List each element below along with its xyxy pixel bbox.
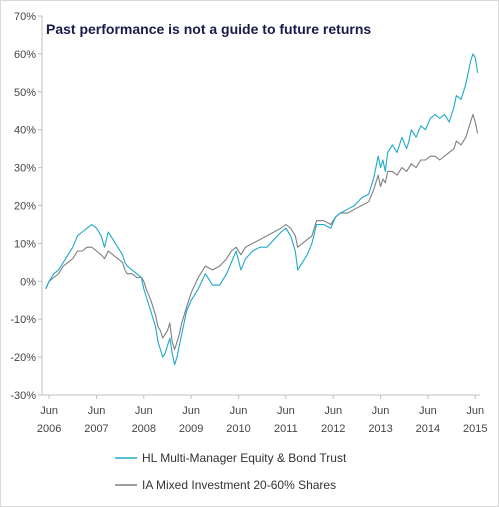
series-line-hl-multi-manager — [45, 53, 479, 366]
x-tick-month-label: Jun — [277, 405, 295, 417]
x-tick-year-label: 2013 — [368, 423, 392, 435]
chart-title: Past performance is not a guide to futur… — [46, 21, 371, 37]
y-tick-label: 20% — [14, 201, 36, 213]
x-tick-month-label: Jun — [372, 405, 390, 417]
x-tick-year-label: 2014 — [416, 423, 440, 435]
x-tick-month-label: Jun — [182, 405, 200, 417]
x-tick-month-label: Jun — [230, 405, 248, 417]
x-tick-year-label: 2007 — [84, 423, 108, 435]
legend-label: IA Mixed Investment 20-60% Shares — [142, 478, 336, 492]
y-tick-label: -10% — [10, 314, 36, 326]
legend-label: HL Multi-Manager Equity & Bond Trust — [142, 451, 347, 465]
y-tick-label: 40% — [14, 125, 36, 137]
y-tick-label: 30% — [14, 163, 36, 175]
x-axis-ticks: Jun 2006 Jun 2007 Jun 2008 Jun 2009 Jun 2010 Jun 20… — [37, 395, 488, 435]
y-tick-label: 0% — [20, 276, 36, 288]
y-tick-label: 70% — [14, 11, 36, 23]
y-tick-label: -30% — [10, 390, 36, 402]
x-tick-year-label: 2010 — [226, 423, 250, 435]
x-tick-year-label: 2009 — [179, 423, 203, 435]
x-tick-month-label: Jun — [324, 405, 342, 417]
x-tick-month-label: Jun — [135, 405, 153, 417]
x-tick-month-label: Jun — [88, 405, 106, 417]
x-tick-month-label: Jun — [40, 405, 58, 417]
y-axis-ticks: 70% 60% 50% 40% 30% 20% 10% 0% -10% -20% -30% — [10, 11, 42, 402]
x-tick-year-label: 2006 — [37, 423, 61, 435]
x-tick-year-label: 2012 — [321, 423, 345, 435]
y-tick-label: 10% — [14, 238, 36, 250]
y-tick-label: 50% — [14, 87, 36, 99]
y-tick-label: -20% — [10, 352, 36, 364]
series-line-ia-mixed-investment — [45, 113, 479, 351]
x-tick-year-label: 2015 — [463, 423, 487, 435]
x-tick-month-label: Jun — [466, 405, 484, 417]
x-tick-year-label: 2011 — [274, 423, 298, 435]
chart-legend: HL Multi-Manager Equity & Bond Trust IA M… — [115, 451, 347, 492]
series-layer — [45, 53, 479, 366]
x-tick-year-label: 2008 — [132, 423, 156, 435]
x-tick-month-label: Jun — [419, 405, 437, 417]
y-tick-label: 60% — [14, 49, 36, 61]
